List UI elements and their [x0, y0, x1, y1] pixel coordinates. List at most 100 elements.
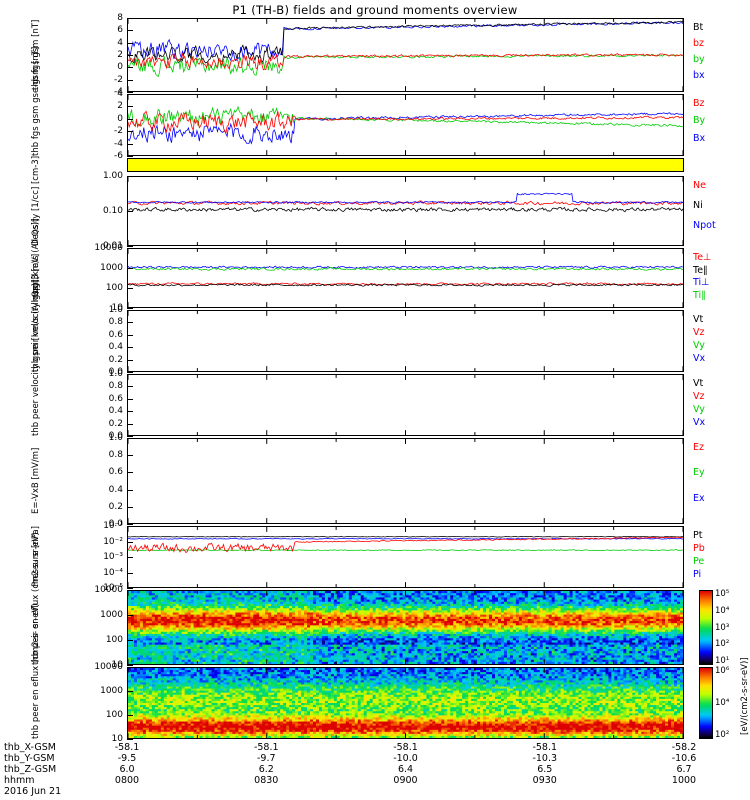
legend-pressure-Pi: Pi [693, 569, 702, 580]
yticks-temperature: 10000 1000 100 10 [89, 243, 123, 313]
ytick-label: 10⁻³ [103, 552, 123, 562]
ytick-label: 4 [117, 37, 123, 48]
ytick-label: -4 [114, 138, 123, 149]
ytick-mark [127, 288, 133, 289]
ytick-mark [127, 665, 133, 666]
ytick-label: 100 [105, 710, 123, 720]
legend-efield-Ey: Ey [693, 467, 705, 479]
yticks-density: 1.00 0.10 0.01 [89, 171, 123, 251]
ytick-mark [127, 557, 133, 558]
yticks-peir-velocity: 1.0 0.8 0.6 0.4 0.2 0.0 [89, 305, 123, 377]
ytick-mark [127, 691, 133, 692]
ytick-label: 2 [117, 50, 123, 60]
ytick-label: 0.4 [108, 484, 123, 495]
colorbar-tick: 10⁴ [715, 698, 730, 708]
yticks-fgs-gse-gsm: 4 2 0 -2 -4 -6 [89, 89, 123, 161]
ytick-mark [127, 131, 133, 133]
legend-density-Ni: Ni [693, 200, 703, 211]
panel-temperature [127, 248, 684, 308]
colorbar-tick: 10⁶ [715, 666, 730, 676]
peer-colorbar [699, 667, 713, 739]
ytick-label: 0.2 [108, 418, 123, 429]
ytick-mark [127, 92, 133, 93]
bottom-tick-column: -58.2 -10.6 6.7 1000 [671, 742, 697, 786]
ytick-label: -2 [114, 74, 123, 85]
ytick-label: 1.00 [102, 171, 123, 181]
yticks-efield: 1.0 0.8 0.6 0.4 0.2 0.0 [89, 433, 123, 529]
ytick-label: 10 [111, 734, 123, 744]
colorbar-tick: 10⁵ [715, 589, 730, 599]
yticks-fgs-gsm: 8 6 4 2 0 -2 -4 [89, 13, 123, 97]
ytick-mark [127, 374, 133, 375]
panel-fgs-gsm [127, 18, 684, 92]
panel-peir-en-eflux [127, 590, 684, 665]
ytick-label: 1000 [100, 263, 123, 273]
ytick-mark [127, 472, 133, 474]
colorbar-tick: 10² [715, 730, 730, 740]
bottom-tick-column: -58.1 -9.7 6.2 0830 [253, 742, 279, 786]
ytick-label: 0.6 [108, 329, 123, 340]
ytick-mark [127, 246, 133, 247]
panel-pressure [127, 526, 684, 588]
ytick-mark [127, 524, 133, 525]
ytick-label: 0.10 [102, 206, 123, 216]
ylabel-fgs-gse-gsm: thb fgs gsm gse-gsm [nT] [31, 46, 41, 156]
ytick-label: 1.0 [108, 369, 123, 379]
ytick-label: 0 [117, 62, 123, 73]
legend-peer-velocity-Vy: Vy [693, 404, 705, 415]
ytick-mark [127, 506, 133, 508]
colorbar-tick: 10⁴ [715, 605, 730, 616]
ytick-mark [127, 106, 133, 108]
ytick-label: 10⁻² [103, 536, 123, 547]
legend-peir-velocity-Vy: Vy [693, 340, 705, 351]
legend-fgs-gse-gsm-Bz: Bz [693, 98, 705, 109]
ytick-label: 100 [105, 635, 123, 645]
legend-peir-velocity-Vx: Vx [693, 353, 706, 364]
ytick-mark [127, 42, 133, 44]
ytick-label: 10⁻¹ [103, 521, 123, 531]
ytick-mark [127, 30, 133, 32]
peir-colorbar [699, 590, 713, 665]
panel-peer-velocity [127, 374, 684, 436]
ytick-label: -4 [114, 87, 123, 97]
bottom-tick-column: -58.1 -10.3 6.5 0930 [532, 742, 558, 786]
colorbar-tick: 10¹ [715, 656, 730, 666]
ytick-label: 0.8 [108, 317, 123, 328]
ytick-label: 0 [117, 113, 123, 124]
ytick-mark [127, 588, 133, 589]
ytick-mark [127, 386, 133, 388]
ytick-label: 10 [111, 660, 123, 670]
ytick-label: 0.0 [108, 431, 123, 441]
legend-fgs-gsm-Bt: Bt [693, 22, 704, 33]
page-title: P1 (TH-B) fields and ground moments over… [232, 3, 518, 17]
ytick-mark [127, 489, 133, 491]
colorbar-tick: 10³ [715, 622, 730, 633]
panel-fgs-gse-gsm [127, 94, 684, 156]
legend-temperature-Ti∥: Ti∥ [693, 289, 706, 301]
ytick-label: -2 [114, 126, 123, 137]
ytick-mark [127, 715, 133, 716]
legend-peer-velocity-Vx: Vx [693, 417, 706, 428]
panel-density [127, 176, 684, 246]
ytick-mark [127, 211, 133, 212]
legend-temperature-Te∥: Te∥ [693, 264, 708, 276]
ytick-mark [127, 118, 133, 120]
ytick-label: 0.8 [108, 450, 123, 461]
ytick-mark [127, 739, 133, 740]
ytick-label: 0.0 [108, 519, 123, 529]
ylabel-peer-en-eflux: thb peer en eflux (cm2-s- sr-eV) [31, 603, 41, 739]
ytick-label: 10⁻⁵ [103, 583, 123, 593]
bottom-row-labels: thb_X-GSM thb_Y-GSM thb_Z-GSM hhmm [4, 742, 57, 786]
ylabel-efield: E=-VxB [mV/m] [31, 447, 41, 515]
legend-temperature-Ti⊥: Ti⊥ [693, 277, 710, 288]
legend-pressure-Pt: Pt [693, 530, 703, 541]
legend-peir-velocity-Vt: Vt [693, 314, 704, 325]
ytick-label: 0.0 [108, 367, 123, 377]
ytick-mark [127, 667, 133, 668]
ytick-label: 8 [117, 13, 123, 23]
ytick-mark [127, 94, 133, 95]
ytick-mark [127, 268, 133, 269]
yticks-peer-velocity: 1.0 0.8 0.6 0.4 0.2 0.0 [89, 369, 123, 441]
ytick-label: 10 [111, 303, 123, 313]
